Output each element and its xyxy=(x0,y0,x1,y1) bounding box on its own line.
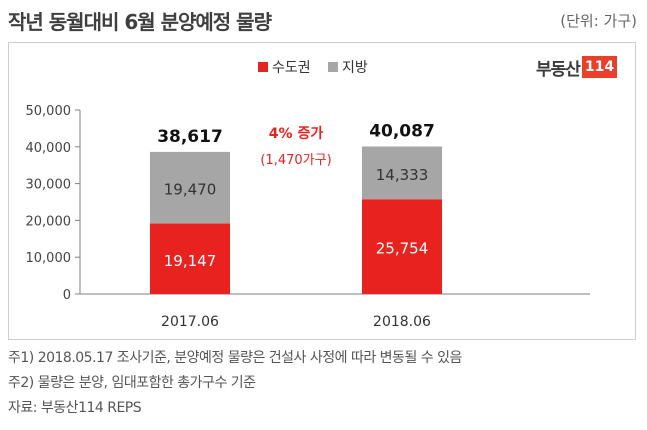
x-tick-label: 2017.06 xyxy=(161,314,219,330)
y-tick-label: 50,000 xyxy=(26,104,72,119)
bar-total-label: 38,617 xyxy=(157,127,223,147)
growth-annotation-detail: (1,470가구) xyxy=(260,153,331,168)
footnote-1: 주1) 2018.05.17 조사기준, 분양예정 물량은 건설사 사정에 따라… xyxy=(8,350,462,366)
y-tick-label: 40,000 xyxy=(26,141,72,156)
legend-label-regional: 지방 xyxy=(342,60,368,76)
bar-value-label: 25,754 xyxy=(376,240,429,258)
bar-value-label: 14,333 xyxy=(376,166,429,184)
logo-brand-text: 부동산 xyxy=(536,59,581,80)
growth-annotation: 4% 증가 xyxy=(269,126,324,142)
legend-label-capital: 수도권 xyxy=(272,60,311,76)
bar-total-label: 40,087 xyxy=(369,121,435,141)
chart-frame xyxy=(8,42,636,340)
x-tick-label: 2018.06 xyxy=(373,314,431,330)
legend-swatch-capital xyxy=(258,62,268,72)
bar-capital xyxy=(150,223,230,294)
legend-swatch-regional xyxy=(328,62,338,72)
bar-regional xyxy=(150,151,230,224)
stacked-bar-chart: 0 10,000 20,000 30,000 40,000 50,000 19,147 19,… xyxy=(26,60,590,330)
bar-capital xyxy=(362,199,442,294)
y-tick-label: 10,000 xyxy=(26,251,72,266)
footnotes: 주1) 2018.05.17 조사기준, 분양예정 물량은 건설사 사정에 따라… xyxy=(8,346,462,421)
unit-label: (단위: 가구) xyxy=(560,12,637,30)
source-note: 자료: 부동산114 REPS xyxy=(8,400,142,416)
bar-value-label: 19,470 xyxy=(164,181,217,199)
y-tick-label: 20,000 xyxy=(26,214,72,229)
bar-regional xyxy=(362,146,442,200)
chart-title: 작년 동월대비 6월 분양예정 물량 xyxy=(8,10,272,34)
bar-value-label: 19,147 xyxy=(164,252,217,270)
footnote-2: 주2) 물량은 분양, 임대포함한 총가구수 기준 xyxy=(8,375,256,391)
logo-number-badge: 114 xyxy=(581,56,618,78)
y-tick-label: 0 xyxy=(63,288,71,303)
brand-logo: 부동산 114 xyxy=(536,54,618,80)
y-tick-label: 30,000 xyxy=(26,178,72,193)
